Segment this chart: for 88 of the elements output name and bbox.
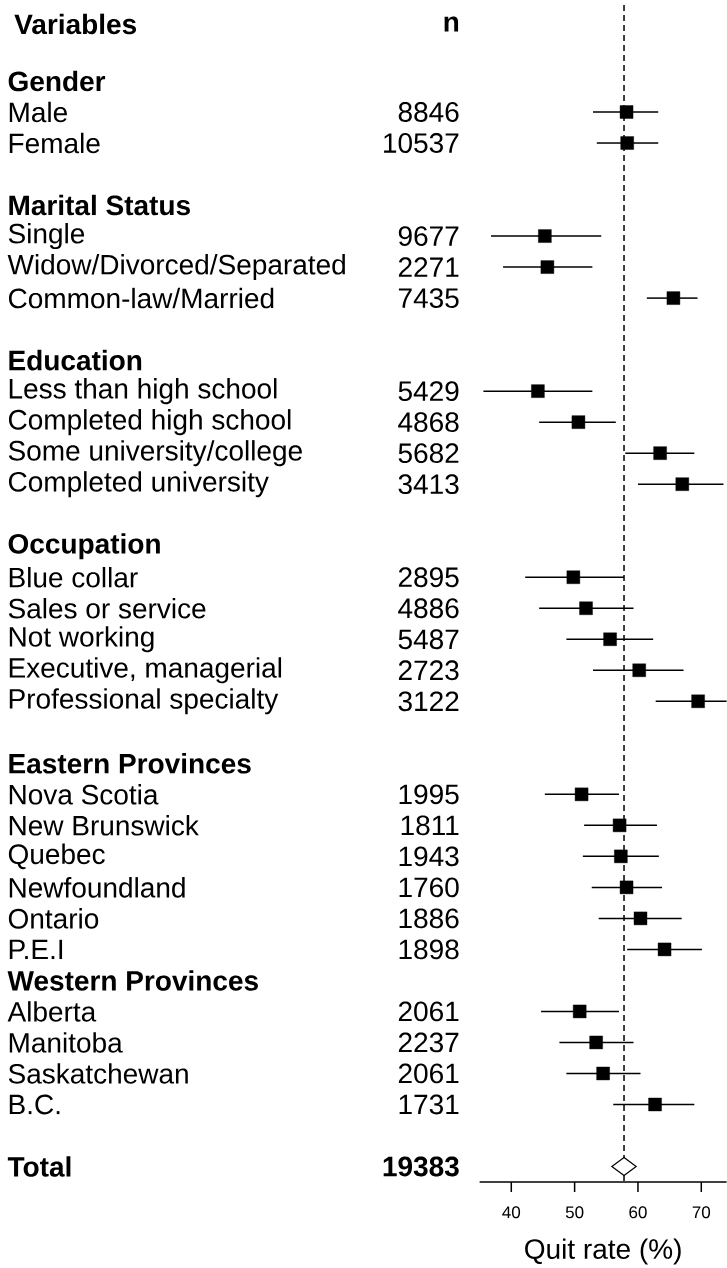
point <box>653 446 667 460</box>
text: 10537 <box>384 133 459 153</box>
text: 5429 <box>398 381 459 402</box>
text: 1731 <box>399 1094 459 1115</box>
point <box>632 663 646 677</box>
y-tick-label: Sales or service <box>8 597 206 619</box>
point <box>538 229 552 243</box>
text: 1760 <box>399 877 459 898</box>
y-tick-label: Ontario <box>8 908 99 929</box>
y-tick-label: Occupation <box>8 533 160 560</box>
y-tick-label: Marital Status <box>9 194 190 216</box>
x-tick-label: 70 <box>692 1206 711 1219</box>
text: 2895 <box>398 567 459 588</box>
text: 2061 <box>398 1001 459 1022</box>
text: 1898 <box>399 939 459 960</box>
text: 19383 <box>383 1156 459 1177</box>
y-tick-label: P.E.I <box>9 939 63 960</box>
point <box>572 1004 587 1019</box>
y-tick-label: Eastern Provinces <box>9 753 251 774</box>
text: 2723 <box>398 660 459 681</box>
point <box>648 1097 662 1112</box>
y-tick-label: Some university/college <box>8 440 302 467</box>
y-tick-label: Completed high school <box>8 409 291 436</box>
y-tick-label: Total <box>7 1156 71 1177</box>
point <box>619 880 634 895</box>
y-tick-label: Widow/Divorced/Separated <box>7 254 345 281</box>
point <box>603 632 617 646</box>
x-tick-label: 40 <box>502 1206 521 1219</box>
x-tick-label: 60 <box>629 1206 647 1219</box>
y-tick-label: Completed university <box>8 471 269 498</box>
point <box>596 1066 610 1081</box>
text: 5682 <box>398 443 459 464</box>
y-tick-label: Blue collar <box>9 566 138 588</box>
y-tick-label: Professional specialty <box>9 688 279 715</box>
text: 2271 <box>398 257 459 277</box>
text: 1995 <box>399 784 459 805</box>
y-axis-title: Variables <box>14 13 137 35</box>
x-tick-label: 50 <box>565 1206 584 1219</box>
text: 1886 <box>399 908 459 929</box>
y-tick-label: Alberta <box>7 1001 97 1022</box>
point <box>666 291 681 305</box>
text: 4886 <box>398 598 459 619</box>
y-tick-label: Newfoundland <box>9 877 185 898</box>
point <box>611 1156 637 1177</box>
y-tick-label: Less than high school <box>9 378 277 405</box>
point <box>540 260 555 274</box>
text: 8846 <box>398 102 459 122</box>
point <box>633 911 648 926</box>
text: n <box>444 16 459 32</box>
y-tick-label: Western Provinces <box>7 970 258 991</box>
y-tick-label: Female <box>9 132 100 154</box>
point <box>612 818 627 833</box>
text: 1811 <box>401 815 459 836</box>
text: 2237 <box>398 1032 459 1053</box>
text: 5487 <box>398 629 459 650</box>
point <box>620 136 634 150</box>
y-tick-label: Manitoba <box>9 1032 123 1053</box>
point <box>571 415 586 429</box>
y-tick-label: Saskatchewan <box>8 1063 188 1084</box>
text: 2061 <box>398 1063 459 1084</box>
point <box>675 477 689 491</box>
point <box>566 570 581 584</box>
text: 3122 <box>398 691 459 712</box>
point <box>691 694 705 708</box>
text: 4868 <box>398 412 459 433</box>
y-tick-label: New Brunswick <box>9 815 199 836</box>
text: 7435 <box>398 288 459 308</box>
x-axis-title: Quit rate (%) <box>525 1238 681 1265</box>
y-tick-label: B.C. <box>9 1094 60 1115</box>
point <box>614 849 628 864</box>
text: 3413 <box>398 474 459 495</box>
point <box>657 942 672 957</box>
point <box>589 1035 603 1050</box>
y-tick-label: Executive, managerial <box>9 657 282 684</box>
point <box>579 601 593 615</box>
y-tick-label: Quebec <box>8 843 105 870</box>
y-tick-label: Education <box>9 349 142 371</box>
point <box>574 787 589 802</box>
point <box>619 105 634 119</box>
y-tick-label: Common-law/Married <box>8 287 274 309</box>
point <box>531 384 545 398</box>
text: 9677 <box>398 226 459 246</box>
y-tick-label: Male <box>9 101 67 123</box>
y-tick-label: Not working <box>9 626 154 653</box>
y-tick-label: Single <box>8 223 85 250</box>
text: 1943 <box>399 846 459 867</box>
y-tick-label: Gender <box>8 70 106 92</box>
y-tick-label: Nova Scotia <box>9 784 159 805</box>
